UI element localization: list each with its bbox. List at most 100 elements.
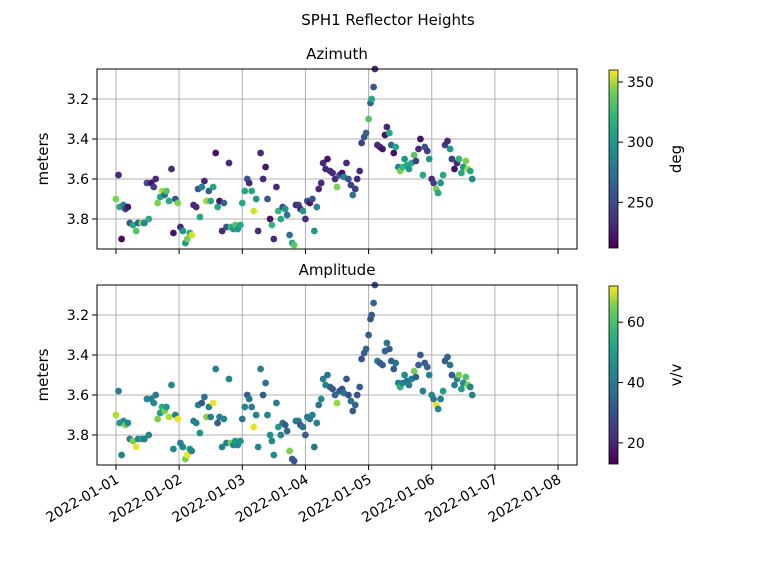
data-point [351, 401, 359, 409]
data-point [331, 391, 339, 399]
data-point [220, 199, 228, 207]
data-point [218, 227, 226, 235]
data-point [368, 311, 376, 319]
data-point [124, 203, 132, 211]
data-point [455, 371, 463, 379]
data-point [174, 415, 182, 423]
data-point [379, 361, 386, 369]
data-point [290, 457, 298, 465]
data-point [252, 195, 260, 203]
data-point [358, 139, 365, 147]
data-point [266, 431, 274, 439]
data-point [386, 345, 393, 353]
data-point [353, 391, 361, 399]
data-point [319, 375, 327, 383]
amplitude-grid [97, 285, 577, 465]
data-point [274, 207, 282, 215]
y-tick-label: 3.8 [67, 428, 89, 444]
data-point [458, 385, 465, 393]
colorbar-tick-label: 40 [627, 376, 645, 392]
data-point [281, 205, 289, 213]
data-point [343, 159, 350, 167]
data-point [349, 407, 357, 415]
data-point [415, 361, 422, 369]
y-tick-label: 3.2 [67, 92, 89, 108]
data-point [145, 431, 153, 439]
data-point [250, 207, 257, 215]
data-point [170, 445, 177, 453]
data-point [152, 175, 160, 183]
data-point [115, 171, 122, 179]
data-point [152, 391, 160, 399]
data-point [266, 215, 274, 223]
data-point [183, 235, 191, 243]
azimuth-y-axis-label: meters [34, 132, 52, 185]
data-point [353, 175, 361, 183]
data-point [262, 379, 269, 387]
data-point [425, 155, 433, 163]
data-point [118, 235, 125, 243]
data-point [419, 171, 427, 179]
data-point [410, 367, 418, 375]
data-point [368, 95, 376, 103]
data-point [286, 231, 293, 239]
data-point [248, 187, 256, 195]
data-point [315, 401, 323, 409]
data-point [309, 195, 316, 203]
data-point [417, 135, 424, 143]
figure-title: SPH1 Reflector Heights [301, 11, 475, 29]
data-point [273, 399, 280, 407]
data-point [417, 351, 424, 359]
data-point [455, 155, 463, 163]
data-point [238, 415, 246, 423]
data-point [201, 393, 208, 401]
data-point [419, 387, 427, 395]
data-point [451, 381, 458, 389]
data-point [437, 179, 444, 187]
data-point [179, 443, 187, 451]
data-point [209, 399, 217, 407]
data-point [118, 451, 125, 459]
data-point [299, 423, 307, 431]
data-point [237, 437, 244, 445]
data-point [270, 235, 278, 243]
data-point [299, 207, 307, 215]
data-point [245, 395, 253, 403]
data-point [150, 183, 158, 191]
data-point [347, 181, 355, 189]
data-point [264, 195, 271, 203]
data-point [290, 241, 298, 249]
data-point [248, 403, 256, 411]
amplitude-panel: Amplitude 3.2 3.4 3.6 3.8 2022-01-012022-01… [34, 261, 685, 526]
data-point [238, 199, 246, 207]
data-point [129, 437, 137, 445]
data-point [286, 447, 293, 455]
data-point [462, 373, 470, 381]
data-point [448, 371, 456, 379]
data-point [179, 227, 187, 235]
data-point [259, 175, 267, 183]
data-point [468, 175, 476, 183]
data-point [383, 123, 391, 131]
azimuth-colorbar-bar [608, 69, 619, 249]
azimuth-x-ticks [115, 249, 559, 254]
data-point [434, 189, 442, 197]
data-point [112, 411, 120, 419]
azimuth-grid [97, 69, 577, 249]
data-point [214, 419, 222, 427]
data-point [196, 213, 204, 221]
azimuth-panel: Azimuth 3.2 3.4 3.6 3.8 meters 250 300 350 de… [34, 45, 685, 254]
amplitude-plot-frame [96, 284, 578, 466]
data-point [444, 137, 451, 145]
data-point [188, 231, 196, 239]
data-point [207, 413, 215, 421]
amplitude-x-ticks: 2022-01-012022-01-022022-01-032022-01-04… [43, 465, 564, 526]
data-point [205, 403, 213, 411]
data-point [365, 331, 372, 339]
data-point [207, 197, 215, 205]
data-point [446, 145, 454, 153]
data-point [331, 175, 339, 183]
data-point [448, 155, 456, 163]
data-point [129, 221, 137, 229]
data-point [439, 171, 447, 179]
